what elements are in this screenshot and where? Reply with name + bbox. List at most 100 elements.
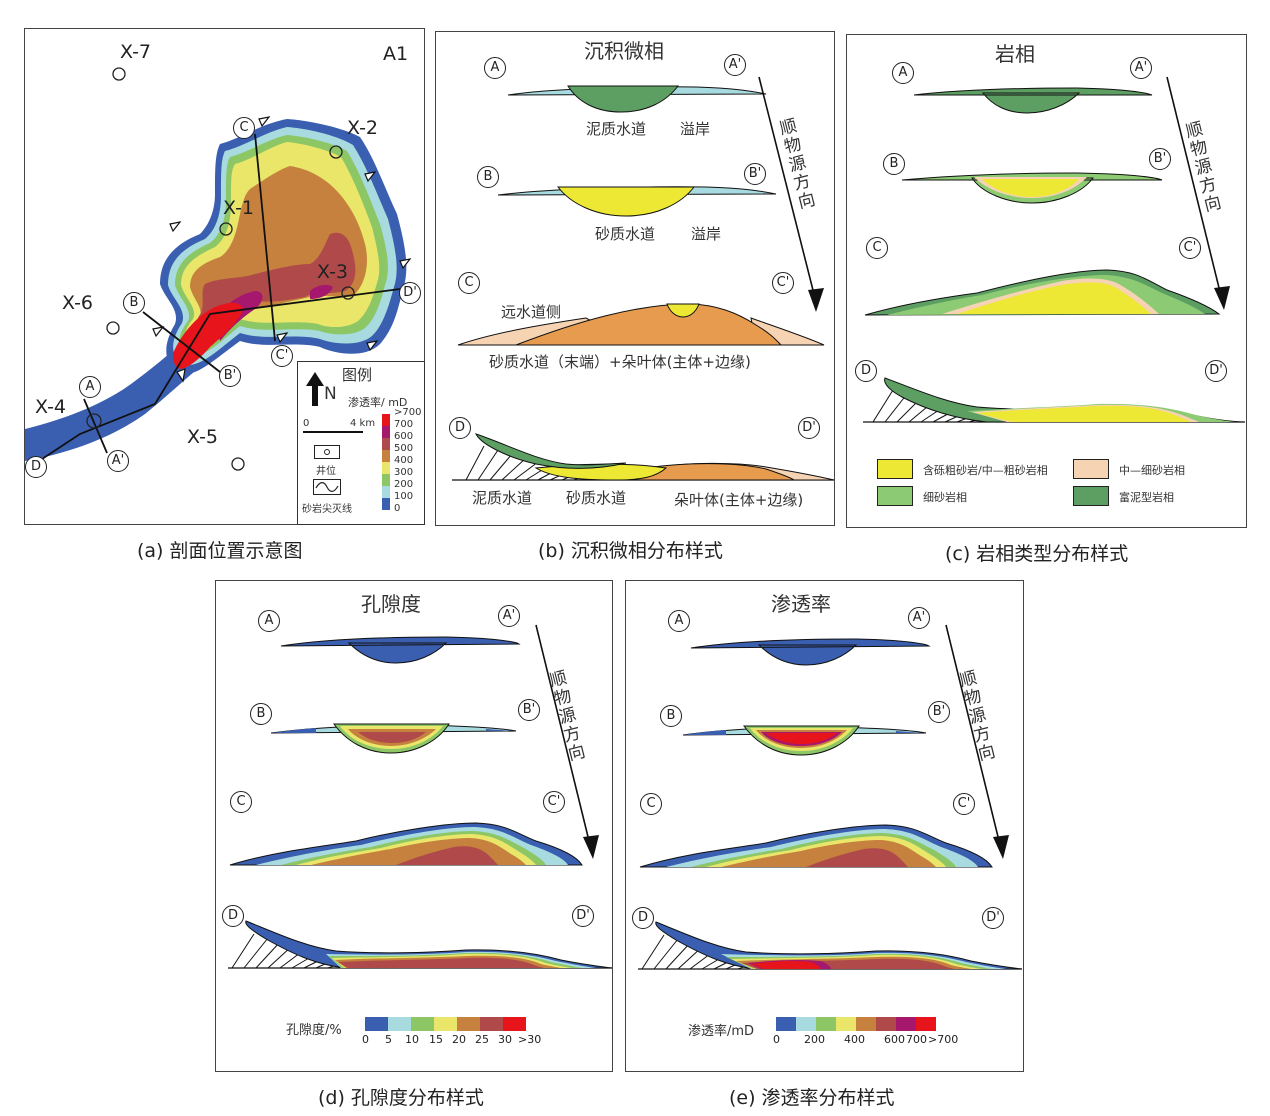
colorbar-swatch bbox=[776, 1017, 796, 1031]
litho-legend-swatch-coarse bbox=[877, 459, 913, 479]
colorbar-swatch bbox=[916, 1017, 936, 1031]
well-label-x2: X-2 bbox=[347, 117, 379, 139]
poro-c-brown bbox=[396, 846, 498, 865]
facies-marker-d-prime: D' bbox=[798, 417, 820, 439]
colorbar-swatch bbox=[388, 1017, 411, 1031]
facies-d-label-lobe: 朵叶体(主体+边缘) bbox=[674, 491, 804, 509]
section-line-b bbox=[142, 311, 221, 373]
perm-colorbar-tick: 300 bbox=[394, 467, 414, 478]
perm-colorbar bbox=[382, 414, 390, 510]
well-label-x5: X-5 bbox=[187, 426, 219, 448]
map-area-label: A1 bbox=[383, 43, 409, 65]
litho-legend-label-mud: 富泥型岩相 bbox=[1119, 491, 1174, 504]
perm-marker-a: A bbox=[668, 610, 690, 632]
facies-marker-b: B bbox=[477, 166, 499, 188]
facies-c-label-composite: 砂质水道（末端）+朵叶体(主体+边缘) bbox=[489, 353, 751, 371]
permeability-canvas bbox=[638, 624, 1023, 970]
perm-colorbar-swatch bbox=[382, 450, 390, 462]
section-marker-b: B bbox=[123, 292, 145, 314]
litho-a-mud bbox=[913, 87, 1153, 114]
facies-marker-a-prime: A' bbox=[724, 54, 746, 76]
facies-b-sand-channel bbox=[556, 186, 696, 217]
facies-a-mud-channel bbox=[567, 85, 680, 113]
perm-title: 渗透率 bbox=[771, 592, 831, 616]
colorbar-tick: >700 bbox=[928, 1033, 959, 1046]
perm-marker-c: C bbox=[640, 793, 662, 815]
facies-title: 沉积微相 bbox=[584, 39, 664, 63]
permeability-colorbar bbox=[776, 1017, 936, 1031]
permeability-colorbar-ticks: 0 200 400 600 700 >700 bbox=[773, 1033, 976, 1047]
lobe-brown bbox=[196, 232, 356, 337]
porosity-colorbar-ticks: 0 5 10 15 20 25 30 >30 bbox=[362, 1033, 545, 1047]
litho-marker-d-prime: D' bbox=[1205, 360, 1227, 382]
litho-legend-swatch-mud bbox=[1073, 486, 1109, 506]
poro-marker-c-prime: C' bbox=[543, 791, 565, 813]
panel-map: A1 X-7 X-2 X-1 X-3 X-6 X-4 X-5 C C' D' B… bbox=[24, 28, 425, 525]
perm-colorbar-swatch bbox=[382, 426, 390, 438]
direction-arrow-icon bbox=[1214, 286, 1230, 310]
direction-arrow-icon bbox=[808, 288, 824, 312]
litho-marker-b: B bbox=[883, 153, 905, 175]
colorbar-swatch bbox=[856, 1017, 876, 1031]
facies-d-mud-channel bbox=[475, 433, 627, 469]
section-line-d bbox=[38, 288, 401, 462]
poro-marker-a: A bbox=[258, 610, 280, 632]
colorbar-tick: 700 bbox=[906, 1033, 927, 1046]
well-label-x6: X-6 bbox=[62, 292, 94, 314]
caption-a: (a) 剖面位置示意图 bbox=[137, 540, 303, 562]
colorbar-swatch bbox=[365, 1017, 388, 1031]
colorbar-tick: >30 bbox=[518, 1033, 542, 1046]
perm-colorbar-tick: 700 bbox=[394, 419, 414, 430]
perm-colorbar-swatch bbox=[382, 462, 390, 474]
litho-title: 岩相 bbox=[995, 42, 1035, 66]
section-marker-c-prime: C' bbox=[271, 345, 293, 367]
litho-legend-label-coarse: 含砾粗砂岩/中—粗砂岩相 bbox=[923, 464, 1048, 477]
wells bbox=[86, 67, 355, 471]
facies-a-label-mud-channel: 泥质水道 bbox=[586, 120, 647, 138]
litho-legend-label-medium: 中—细砂岩相 bbox=[1119, 464, 1185, 477]
panel-lithofacies: 岩相 A A' B B' C C' D D' 顺物源方向 含砾粗砂岩/中—粗砂岩… bbox=[846, 34, 1247, 528]
lobe-red bbox=[172, 302, 243, 369]
map-legend: 图例 N 渗透率/ mD 0 4 km 井位 砂岩尖灭线 >700 700 600 5… bbox=[297, 361, 425, 525]
perm-d-red bbox=[751, 960, 820, 969]
porosity-colorbar bbox=[365, 1017, 526, 1031]
perm-legend-title: 渗透率/mD bbox=[688, 1024, 755, 1039]
facies-c-label-distal: 远水道侧 bbox=[501, 303, 562, 321]
perm-marker-b-prime: B' bbox=[928, 701, 950, 723]
well-label-x1: X-1 bbox=[223, 197, 255, 219]
facies-marker-c-prime: C' bbox=[772, 272, 794, 294]
facies-d-label-sand-channel: 砂质水道 bbox=[566, 489, 627, 507]
section-marker-a-prime: A' bbox=[107, 450, 129, 472]
direction-arrow-icon bbox=[583, 835, 599, 859]
perm-colorbar-tick: 100 bbox=[394, 491, 414, 502]
facies-marker-c: C bbox=[458, 272, 480, 294]
litho-legend-swatch-fine bbox=[877, 486, 913, 506]
well-legend-label: 井位 bbox=[316, 466, 336, 477]
perm-marker-d: D bbox=[632, 907, 654, 929]
colorbar-tick: 5 bbox=[385, 1033, 392, 1046]
perm-b-wings-blue bbox=[683, 730, 926, 735]
poro-d-brown bbox=[338, 957, 546, 968]
poro-b-brown bbox=[358, 732, 426, 743]
poro-marker-b-prime: B' bbox=[518, 699, 540, 721]
panel-facies: 沉积微相 A A' 泥质水道 溢岸 B B' 砂质水道 溢岸 C C' 远水道侧… bbox=[435, 31, 835, 526]
poro-title: 孔隙度 bbox=[361, 592, 421, 616]
section-marker-b-prime: B' bbox=[219, 365, 241, 387]
perm-marker-a-prime: A' bbox=[908, 607, 930, 629]
perm-colorbar-swatch bbox=[382, 474, 390, 486]
colorbar-tick: 600 bbox=[884, 1033, 905, 1046]
section-marker-c: C bbox=[233, 117, 255, 139]
poro-marker-a-prime: A' bbox=[498, 605, 520, 627]
porosity-canvas bbox=[228, 624, 613, 969]
lobe-purple bbox=[215, 284, 333, 341]
colorbar-swatch bbox=[896, 1017, 916, 1031]
poro-a-body bbox=[280, 636, 521, 664]
section-line-a bbox=[83, 398, 108, 454]
perm-marker-c-prime: C' bbox=[953, 793, 975, 815]
facies-a-label-levee: 溢岸 bbox=[680, 120, 711, 138]
colorbar-swatch bbox=[434, 1017, 457, 1031]
poro-legend-title: 孔隙度/% bbox=[286, 1023, 342, 1038]
panel-porosity: 孔隙度 A A' B B' C C' D D' 顺物源方向 孔隙度/% 0 5 10… bbox=[215, 580, 613, 1072]
colorbar-swatch bbox=[503, 1017, 526, 1031]
litho-marker-d: D bbox=[855, 360, 877, 382]
